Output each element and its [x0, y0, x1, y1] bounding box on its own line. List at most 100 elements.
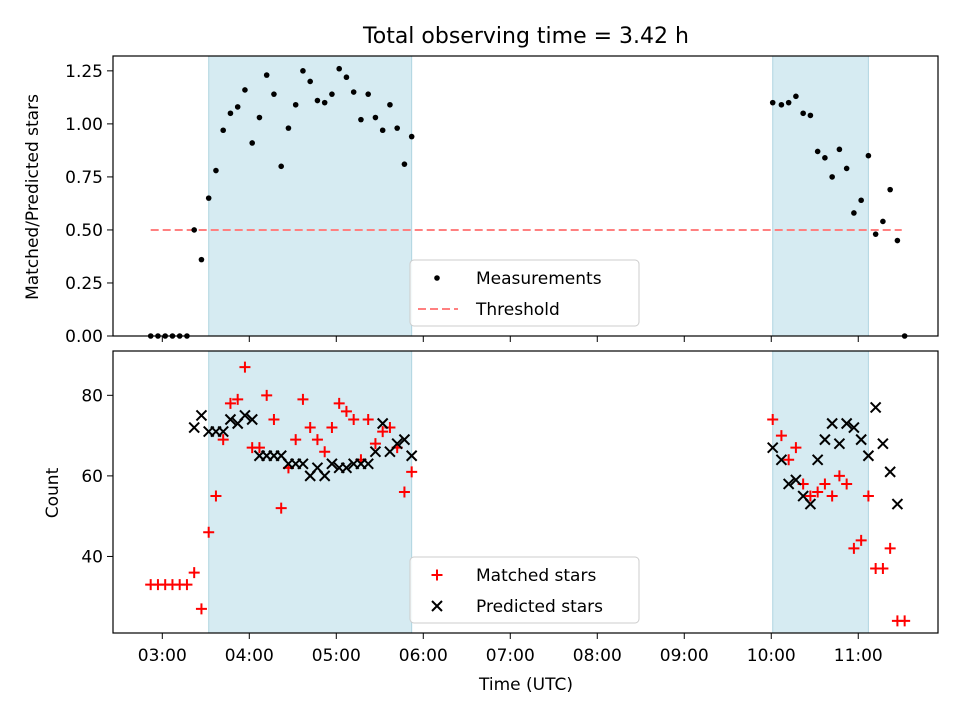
bottom-x-point-26 [376, 417, 389, 430]
bottom-plus-point-42 [804, 490, 816, 502]
top-shaded-interval-0 [208, 55, 413, 337]
top-dot-point-30 [365, 91, 371, 97]
top-y-tick-label-5: 1.25 [65, 62, 103, 82]
top-dot-point-52 [880, 218, 886, 225]
bottom-x-point-5 [224, 413, 237, 426]
bottom-x-tick-label-8: 11:00 [834, 646, 883, 666]
top-y-axis-label: Matched/Predicted stars [23, 94, 43, 300]
bottom-plus-point-49 [855, 534, 867, 546]
bottom-x-point-28 [391, 437, 403, 450]
top-dot-point-35 [401, 161, 408, 167]
bottom-plus-point-15 [253, 442, 265, 454]
bottom-x-point-43 [855, 433, 867, 446]
bottom-x-point-45 [869, 401, 882, 414]
bottom-x-point-8 [246, 413, 258, 426]
chart-title: Total observing time = 3.42 h [362, 24, 689, 49]
bottom-plus-point-9 [210, 490, 222, 502]
bottom-shaded-interval-0 [208, 350, 413, 634]
bottom-y-tick-label-1: 60 [81, 467, 103, 487]
top-dot-point-23 [314, 97, 321, 104]
bottom-x-point-7 [239, 409, 251, 422]
bottom-plus-point-38 [775, 430, 787, 442]
top-dot-point-47 [843, 165, 850, 172]
bottom-plus-point-10 [217, 434, 229, 446]
bottom-legend-box [409, 556, 640, 624]
top-y-tick-label-0: 0.00 [65, 327, 103, 347]
bottom-plus-point-24 [319, 446, 331, 458]
bottom-x-point-41 [840, 417, 853, 430]
bottom-x-point-0 [188, 421, 200, 434]
bottom-plus-point-55 [899, 615, 911, 627]
bottom-x-point-36 [804, 498, 817, 510]
top-dot-point-27 [343, 74, 350, 81]
bottom-plus-point-13 [239, 361, 251, 373]
top-dot-point-28 [350, 89, 357, 95]
bottom-plus-point-7 [195, 603, 207, 615]
top-dot-point-44 [822, 155, 828, 161]
bottom-plus-point-32 [377, 426, 389, 438]
top-dot-point-25 [329, 91, 335, 97]
bottom-x-point-4 [217, 425, 229, 438]
top-dot-point-51 [872, 231, 879, 237]
bottom-y-tick-label-0: 40 [81, 547, 103, 567]
bottom-plus-point-16 [261, 389, 273, 401]
bottom-plus-point-35 [398, 486, 410, 498]
bottom-x-point-39 [826, 417, 838, 430]
bottom-x-point-37 [811, 454, 824, 466]
top-dot-point-42 [807, 112, 814, 119]
bottom-y-tick-label-2: 80 [81, 386, 103, 406]
top-legend-handle-0 [434, 275, 440, 281]
bottom-x-point-38 [819, 433, 831, 446]
bottom-x-tick-label-3: 06:00 [399, 646, 448, 666]
top-dot-point-40 [793, 93, 799, 100]
bottom-x-point-48 [891, 498, 904, 510]
bottom-plus-point-6 [188, 567, 200, 579]
bottom-plus-point-48 [848, 542, 860, 554]
bottom-x-tick-label-6: 09:00 [660, 646, 709, 666]
bottom-x-point-25 [369, 446, 382, 458]
bottom-x-point-21 [340, 462, 353, 474]
top-dot-point-38 [778, 101, 785, 108]
top-y-tick-label-4: 1.00 [65, 115, 103, 135]
top-dot-point-50 [865, 152, 872, 159]
bottom-y-axis-label: Count [43, 467, 63, 518]
top-dot-point-19 [285, 125, 292, 131]
bottom-plus-point-23 [311, 434, 323, 446]
bottom-plus-point-40 [790, 442, 802, 454]
bottom-plus-point-11 [224, 397, 236, 409]
bottom-x-tick-label-2: 05:00 [312, 646, 361, 666]
bottom-plus-point-44 [819, 478, 831, 490]
bottom-axes-frame [112, 350, 939, 634]
top-dot-point-41 [800, 110, 806, 117]
bottom-x-point-42 [848, 421, 860, 434]
bottom-x-point-18 [318, 470, 331, 482]
bottom-plus-point-27 [340, 405, 352, 417]
bottom-legend-label-0: Matched stars [476, 566, 596, 586]
top-dot-point-18 [278, 163, 284, 170]
bottom-plus-point-22 [304, 422, 316, 434]
bottom-plus-point-28 [348, 413, 360, 425]
bottom-x-point-15 [297, 458, 309, 470]
bottom-plus-point-31 [369, 438, 381, 450]
bottom-plus-point-26 [333, 397, 345, 409]
bottom-plus-point-18 [275, 502, 287, 514]
bottom-x-point-32 [775, 454, 788, 466]
top-dot-point-34 [394, 125, 400, 131]
top-y-tick-label-1: 0.25 [65, 274, 103, 294]
bottom-x-tick-label-0: 03:00 [138, 646, 187, 666]
top-dot-point-46 [836, 146, 843, 153]
top-dot-point-7 [198, 256, 205, 263]
top-axes-frame [112, 55, 939, 337]
top-dot-point-32 [379, 127, 386, 134]
top-dot-point-8 [205, 195, 212, 201]
top-dot-point-17 [271, 91, 277, 97]
top-y-tick-label-3: 0.75 [65, 168, 103, 188]
bottom-x-tick-label-1: 04:00 [225, 646, 274, 666]
bottom-x-point-44 [862, 450, 875, 462]
bottom-x-point-40 [833, 437, 846, 450]
top-dot-point-29 [358, 116, 364, 123]
bottom-legend-handle-1 [431, 600, 443, 612]
top-legend-box [409, 259, 640, 327]
bottom-x-tick-label-5: 08:00 [573, 646, 622, 666]
